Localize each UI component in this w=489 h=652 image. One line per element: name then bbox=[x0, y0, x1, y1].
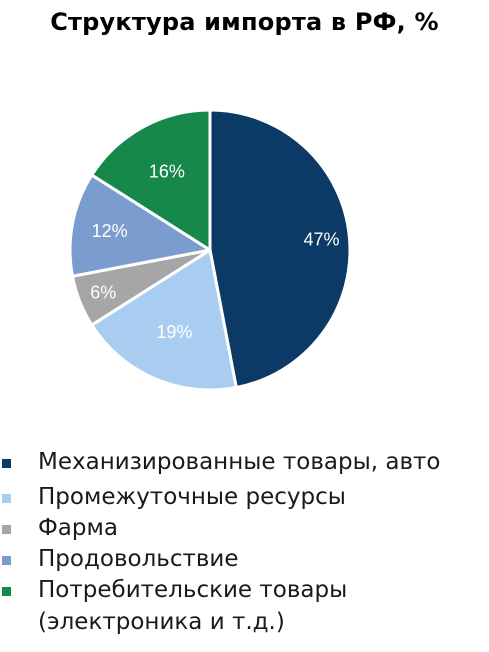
pie-slice-food bbox=[68, 173, 212, 278]
legend-label-intermediate-resources: Промежуточные ресурсы bbox=[38, 484, 346, 510]
legend-swatch-food bbox=[2, 556, 11, 565]
pie-label-mechanized-goods: 47% bbox=[303, 229, 339, 249]
legend-swatch-mechanized-goods bbox=[2, 459, 11, 468]
legend-item-intermediate-resources: Промежуточные ресурсы bbox=[0, 482, 489, 512]
legend-label-food: Продовольствие bbox=[38, 546, 239, 572]
pie-label-food: 12% bbox=[92, 221, 128, 241]
pie-slice-mechanized-goods bbox=[208, 108, 352, 390]
chart-title: Структура импорта в РФ, % bbox=[50, 8, 439, 36]
legend-swatch-consumer-goods bbox=[2, 587, 11, 596]
pie-chart: 47% 19% 6% 12% 16% bbox=[68, 108, 352, 392]
legend-swatch-intermediate-resources bbox=[2, 494, 11, 503]
pie-slice-intermediate-resources bbox=[90, 248, 238, 392]
legend-item-mechanized-goods: Механизированные товары, авто bbox=[0, 447, 489, 477]
legend-item-pharma: Фарма bbox=[0, 513, 489, 543]
legend-item-food: Продовольствие bbox=[0, 544, 489, 574]
pie-label-pharma: 6% bbox=[90, 282, 116, 302]
pie-label-intermediate-resources: 19% bbox=[156, 322, 192, 342]
legend-item-consumer-goods: Потребительские товары (электроника и т.… bbox=[0, 575, 489, 639]
pie-label-consumer-goods: 16% bbox=[149, 161, 185, 181]
legend-label-mechanized-goods: Механизированные товары, авто bbox=[38, 449, 441, 475]
legend-label-pharma: Фарма bbox=[38, 515, 118, 541]
legend-label-consumer-goods-line2: (электроника и т.д.) bbox=[38, 609, 285, 635]
pie-slice-consumer-goods bbox=[90, 108, 212, 252]
legend-swatch-pharma bbox=[2, 525, 11, 534]
legend-label-consumer-goods: Потребительские товары bbox=[38, 577, 348, 603]
